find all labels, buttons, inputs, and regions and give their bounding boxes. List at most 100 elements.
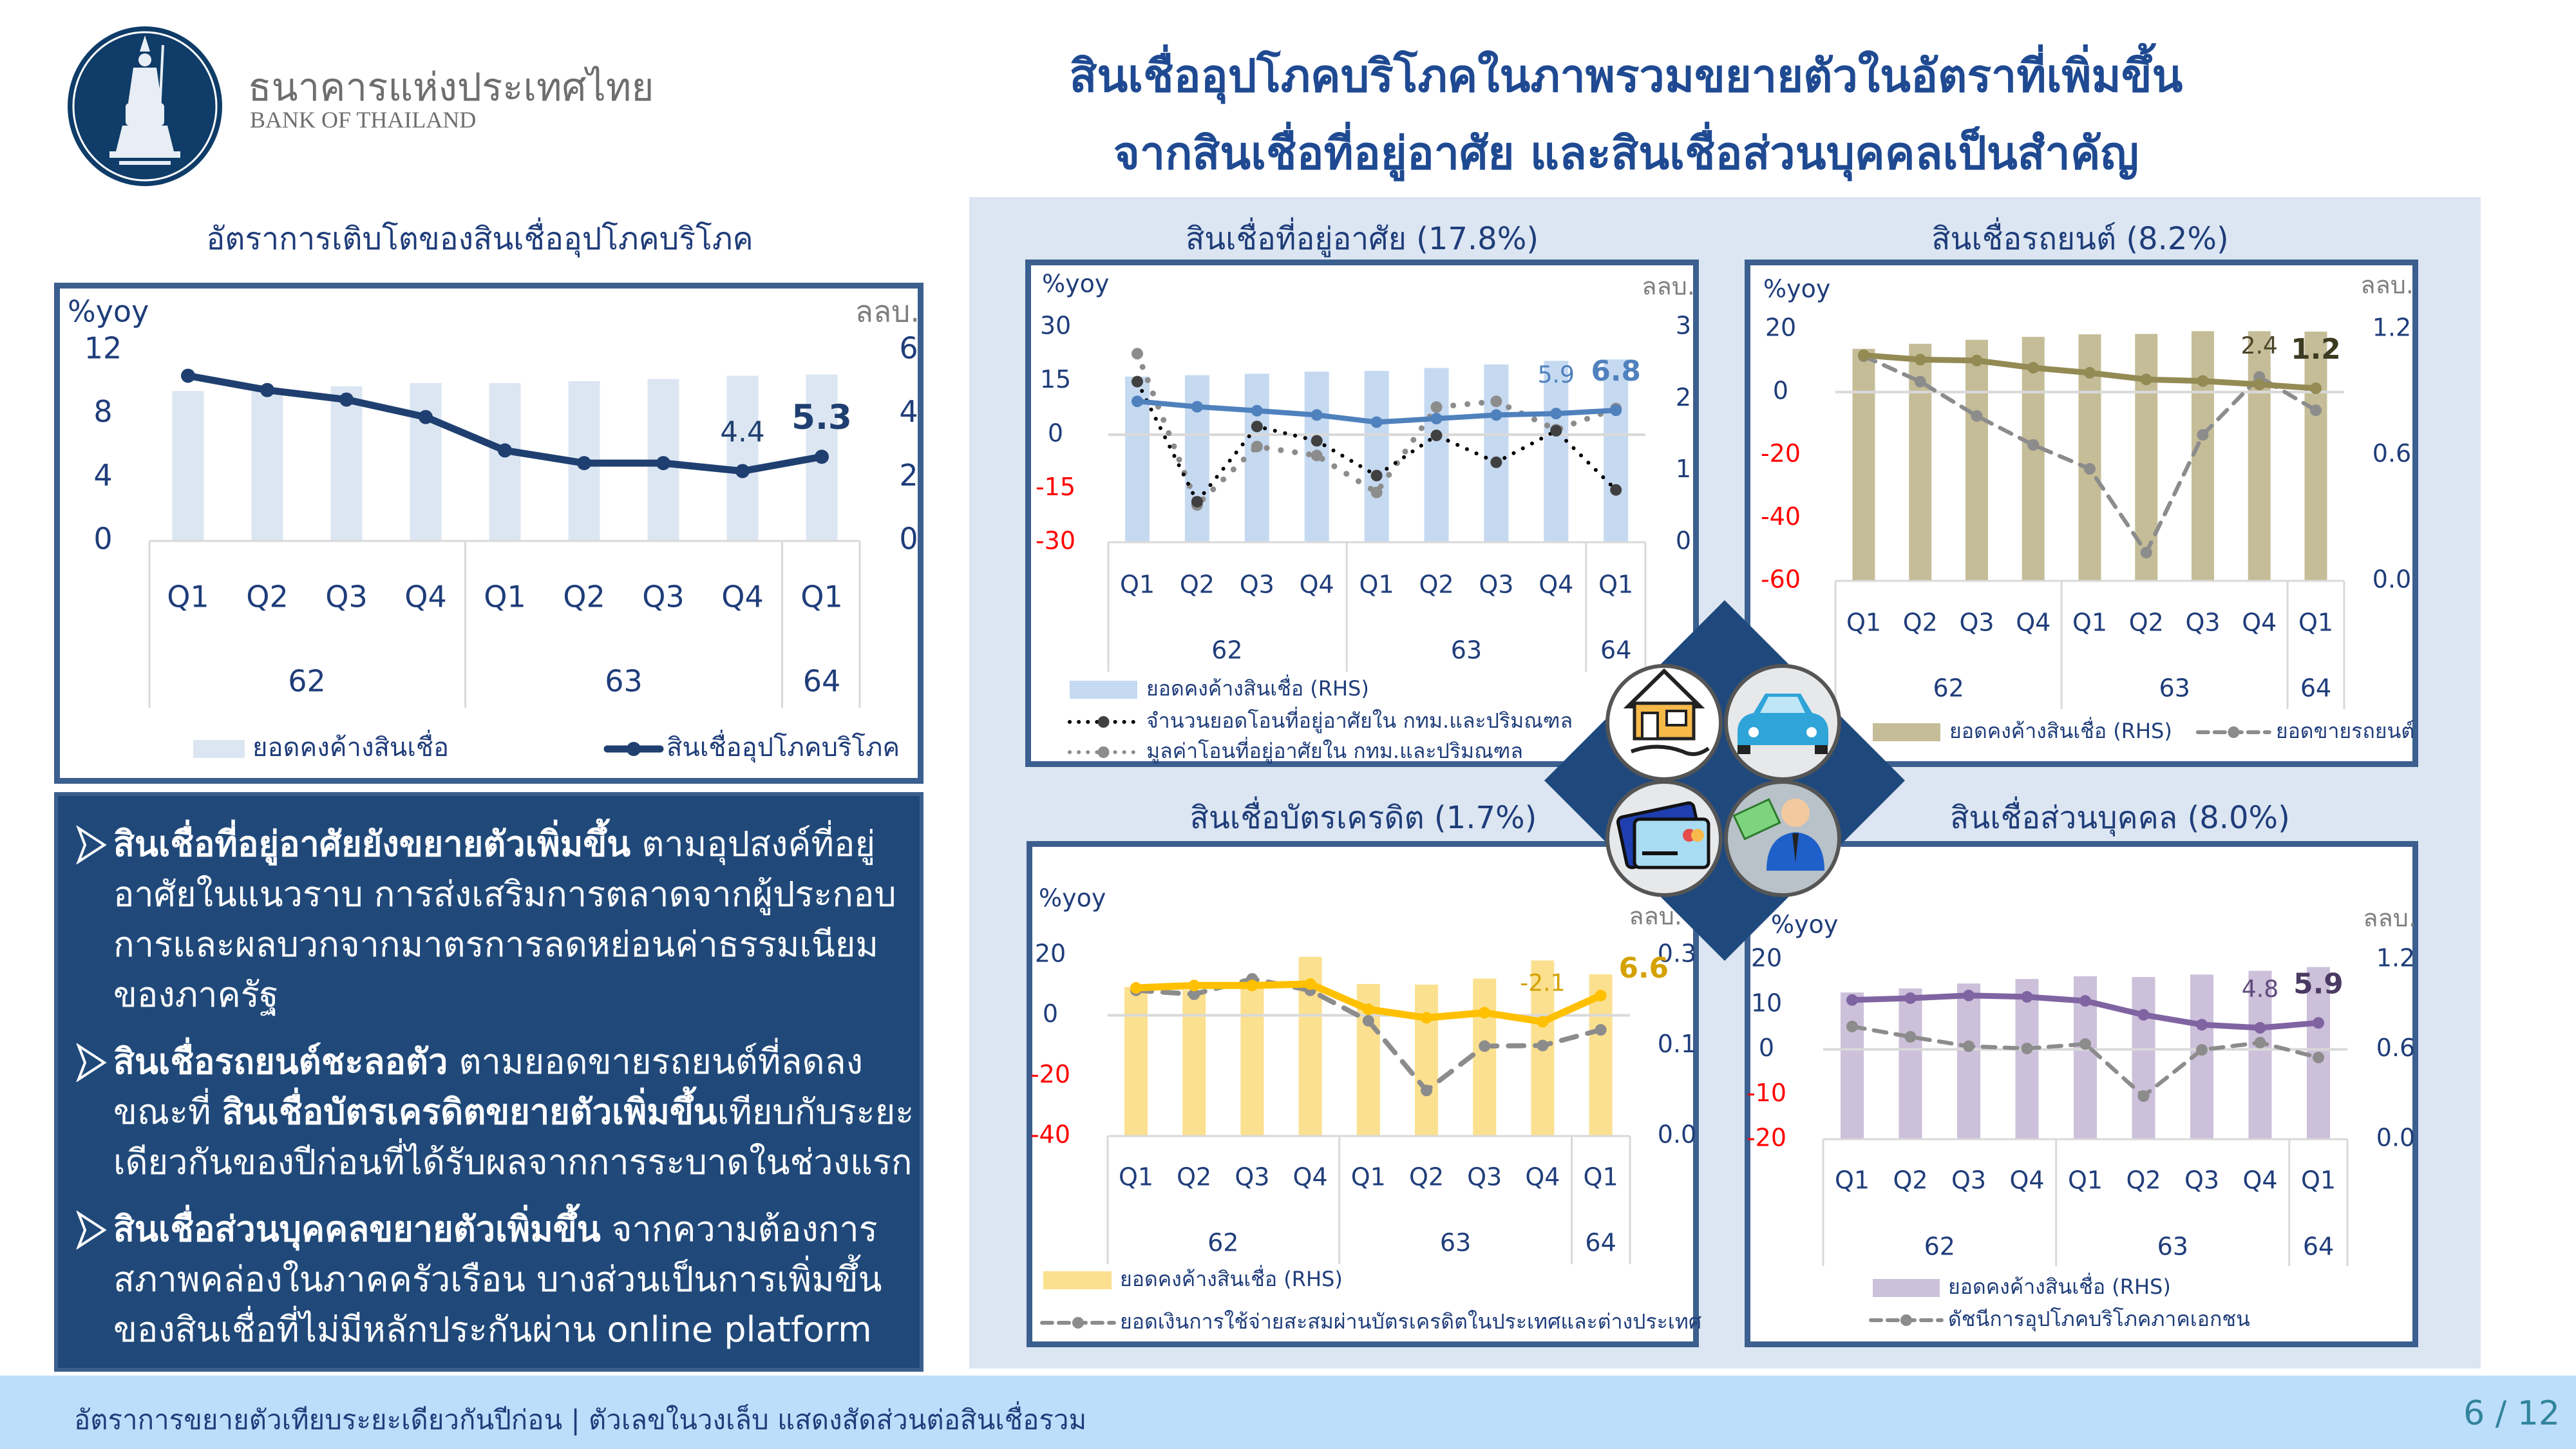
right-axis-unit: ลลบ. bbox=[855, 294, 920, 329]
bar bbox=[330, 386, 363, 541]
personal-loan-chart-title: สินเชื่อส่วนบุคคล (8.0%) bbox=[1950, 800, 2290, 836]
series-marker bbox=[1311, 435, 1323, 447]
series-marker bbox=[1430, 401, 1443, 413]
series-marker bbox=[2079, 995, 2091, 1007]
car-icon bbox=[1724, 664, 1841, 781]
legend-label: ยอดคงค้างสินเชื่อ (RHS) bbox=[1120, 1265, 1343, 1291]
left-axis-unit: %yoy bbox=[68, 294, 149, 329]
series-marker bbox=[1191, 496, 1203, 508]
quarter-label: Q1 bbox=[484, 580, 526, 614]
series-marker bbox=[1370, 416, 1383, 428]
right-tick-label: 2 bbox=[1676, 383, 1691, 412]
right-tick-label: 0.0 bbox=[2372, 565, 2411, 594]
legend-label: ยอดคงค้างสินเชื่อ (RHS) bbox=[1948, 1273, 2171, 1299]
left-axis-unit: %yoy bbox=[1771, 911, 1838, 939]
page-number: 6 / 12 bbox=[2463, 1394, 2560, 1433]
bar bbox=[1852, 348, 1875, 581]
series-marker bbox=[1846, 1020, 1858, 1032]
quarter-label: Q3 bbox=[1467, 1163, 1502, 1191]
bar bbox=[2015, 979, 2039, 1139]
series-marker bbox=[815, 450, 829, 464]
series-marker bbox=[2079, 1038, 2091, 1050]
quarter-label: Q4 bbox=[2016, 609, 2050, 637]
left-tick-label: -10 bbox=[1747, 1079, 1786, 1107]
year-label: 62 bbox=[288, 664, 326, 699]
quarter-label: Q3 bbox=[1240, 571, 1274, 599]
left-tick-label: -30 bbox=[1036, 527, 1075, 555]
year-label: 63 bbox=[2157, 1233, 2188, 1261]
legend-label: ยอดขายรถยนต์ bbox=[2276, 719, 2414, 743]
series-marker bbox=[2021, 1043, 2033, 1055]
data-label: 5.9 bbox=[1538, 361, 1575, 388]
data-label: 4.4 bbox=[720, 415, 764, 448]
series-line bbox=[1134, 350, 1619, 508]
bullet-bold-text: สินเชื่อส่วนบุคคลขยายตัวเพิ่มขึ้น bbox=[113, 1209, 601, 1249]
legend-bar-swatch bbox=[193, 740, 245, 758]
year-label: 64 bbox=[803, 664, 841, 699]
series-marker bbox=[2196, 1044, 2208, 1056]
right-tick-label: 1 bbox=[1676, 455, 1691, 483]
bar bbox=[172, 391, 204, 541]
series-marker bbox=[1132, 395, 1143, 408]
quarter-label: Q1 bbox=[2301, 1166, 2336, 1195]
data-label: 2.4 bbox=[2241, 332, 2278, 359]
footer-bar bbox=[0, 1376, 2576, 1449]
year-label: 64 bbox=[2300, 674, 2331, 703]
arrow-bullet-icon bbox=[76, 1043, 107, 1082]
series-marker bbox=[2021, 990, 2033, 1003]
quarter-label: Q1 bbox=[2068, 1166, 2103, 1195]
year-label: 62 bbox=[1211, 636, 1242, 665]
arrow-bullet-icon bbox=[76, 826, 107, 864]
series-marker bbox=[1963, 989, 1975, 1001]
footer-note: อัตราการขยายตัวเทียบระยะเดียวกันปีก่อน |… bbox=[74, 1404, 1087, 1435]
legend-label: มูลค่าโอนที่อยู่อาศัยใน กทม.และปริมณฑล bbox=[1146, 737, 1523, 764]
right-tick-label: 1.2 bbox=[2372, 314, 2411, 342]
left-tick-label: 0 bbox=[93, 522, 112, 556]
left-tick-label: 4 bbox=[93, 458, 112, 493]
series-marker bbox=[1914, 354, 1926, 366]
year-label: 63 bbox=[605, 664, 643, 699]
quarter-label: Q1 bbox=[1359, 571, 1394, 599]
series-marker bbox=[1311, 409, 1323, 421]
bar bbox=[1424, 368, 1449, 542]
left-tick-label: 0 bbox=[1759, 1034, 1774, 1062]
quarter-label: Q2 bbox=[1893, 1166, 1927, 1195]
right-tick-label: 0.1 bbox=[1658, 1030, 1696, 1058]
series-marker bbox=[1251, 440, 1263, 453]
bar bbox=[2132, 977, 2155, 1139]
quarter-label: Q2 bbox=[1903, 609, 1938, 637]
credit-card-chart-title: สินเชื่อบัตรเครดิต (1.7%) bbox=[1189, 800, 1537, 836]
year-label: 62 bbox=[1208, 1229, 1238, 1257]
series-marker bbox=[2254, 1037, 2266, 1049]
series-marker bbox=[1550, 424, 1562, 437]
bar bbox=[1240, 988, 1264, 1136]
series-marker bbox=[656, 456, 670, 471]
right-tick-label: 3 bbox=[1676, 312, 1691, 340]
quarter-label: Q3 bbox=[1235, 1163, 1269, 1191]
bar bbox=[1604, 359, 1629, 542]
right-tick-label: 0 bbox=[899, 522, 918, 556]
series-marker bbox=[1479, 1040, 1491, 1052]
legend-bar-swatch bbox=[1043, 1271, 1112, 1289]
series-marker bbox=[2137, 1009, 2150, 1021]
bullet-bold-text: สินเชื่อบัตรเครดิตขยายตัวเพิ่มขึ้น bbox=[222, 1092, 717, 1132]
right-tick-label: 0.3 bbox=[1658, 940, 1696, 968]
legend-bar-swatch bbox=[1070, 681, 1137, 699]
summary-bullet-2: สินเชื่อรถยนต์ชะลอตัว ตามยอดขายรถยนต์ที่… bbox=[58, 1037, 920, 1188]
quarter-label: Q2 bbox=[1177, 1163, 1211, 1191]
quarter-label: Q2 bbox=[1409, 1163, 1444, 1191]
left-tick-label: 30 bbox=[1040, 312, 1071, 340]
left-tick-label: -20 bbox=[1747, 1124, 1786, 1152]
left-tick-label: 8 bbox=[93, 394, 112, 429]
quarter-label: Q3 bbox=[325, 580, 367, 614]
bar bbox=[2248, 331, 2271, 581]
right-tick-label: 2 bbox=[899, 458, 918, 493]
quarter-label: Q1 bbox=[1351, 1163, 1386, 1191]
bar bbox=[1182, 990, 1206, 1136]
bar bbox=[1124, 987, 1148, 1136]
quarter-label: Q1 bbox=[1835, 1166, 1870, 1195]
series-marker bbox=[1904, 992, 1917, 1004]
left-tick-label: -40 bbox=[1030, 1121, 1070, 1149]
series-marker bbox=[1430, 412, 1443, 424]
series-marker bbox=[2137, 1090, 2150, 1103]
